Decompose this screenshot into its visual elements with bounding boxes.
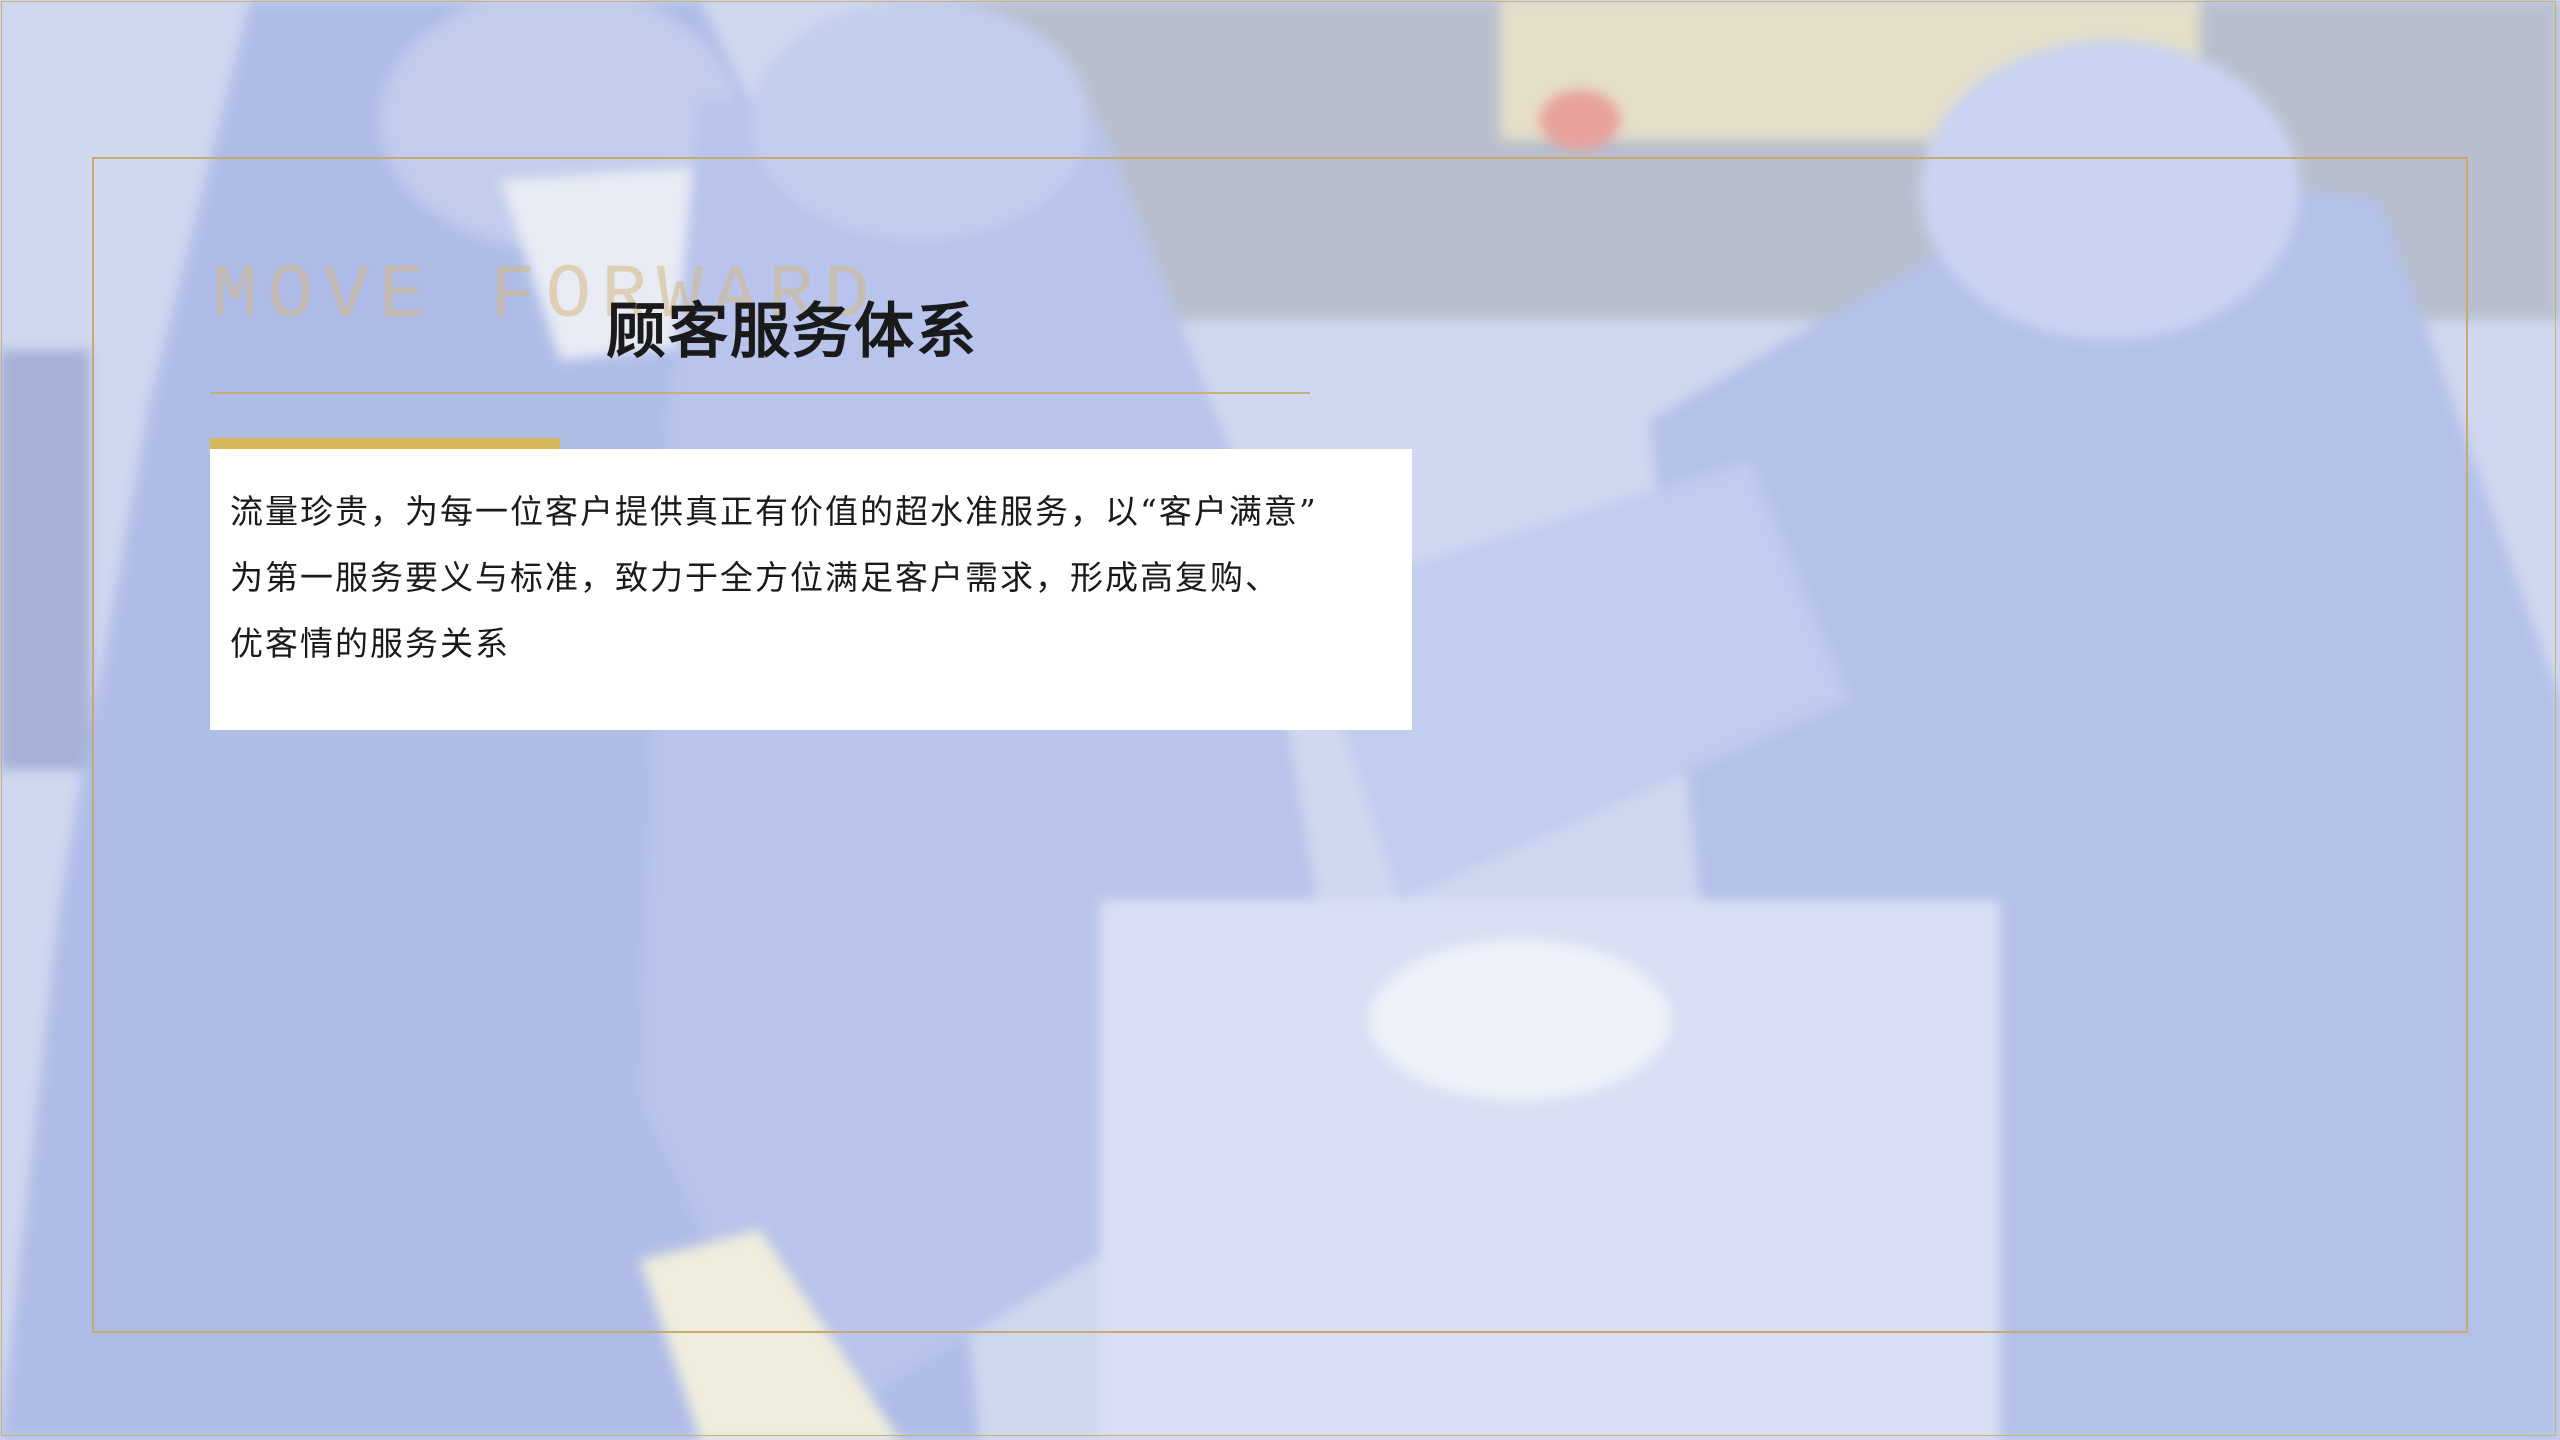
title-divider xyxy=(210,392,1310,394)
watermark-text: MOVE FORWARD xyxy=(212,253,880,339)
slide-title: 顾客服务体系 xyxy=(606,297,978,367)
accent-bar xyxy=(210,438,560,449)
body-line: 流量珍贵，为每一位客户提供真正有价值的超水准服务，以“客户满意” xyxy=(230,492,1318,531)
body-text: 流量珍贵，为每一位客户提供真正有价值的超水准服务，以“客户满意” 为第一服务要义… xyxy=(230,479,1402,677)
body-line: 为第一服务要义与标准，致力于全方位满足客户需求，形成高复购、 xyxy=(230,558,1280,597)
inner-gold-frame xyxy=(92,157,2468,1333)
text-card: 流量珍贵，为每一位客户提供真正有价值的超水准服务，以“客户满意” 为第一服务要义… xyxy=(210,449,1412,730)
body-line: 优客情的服务关系 xyxy=(230,624,510,663)
